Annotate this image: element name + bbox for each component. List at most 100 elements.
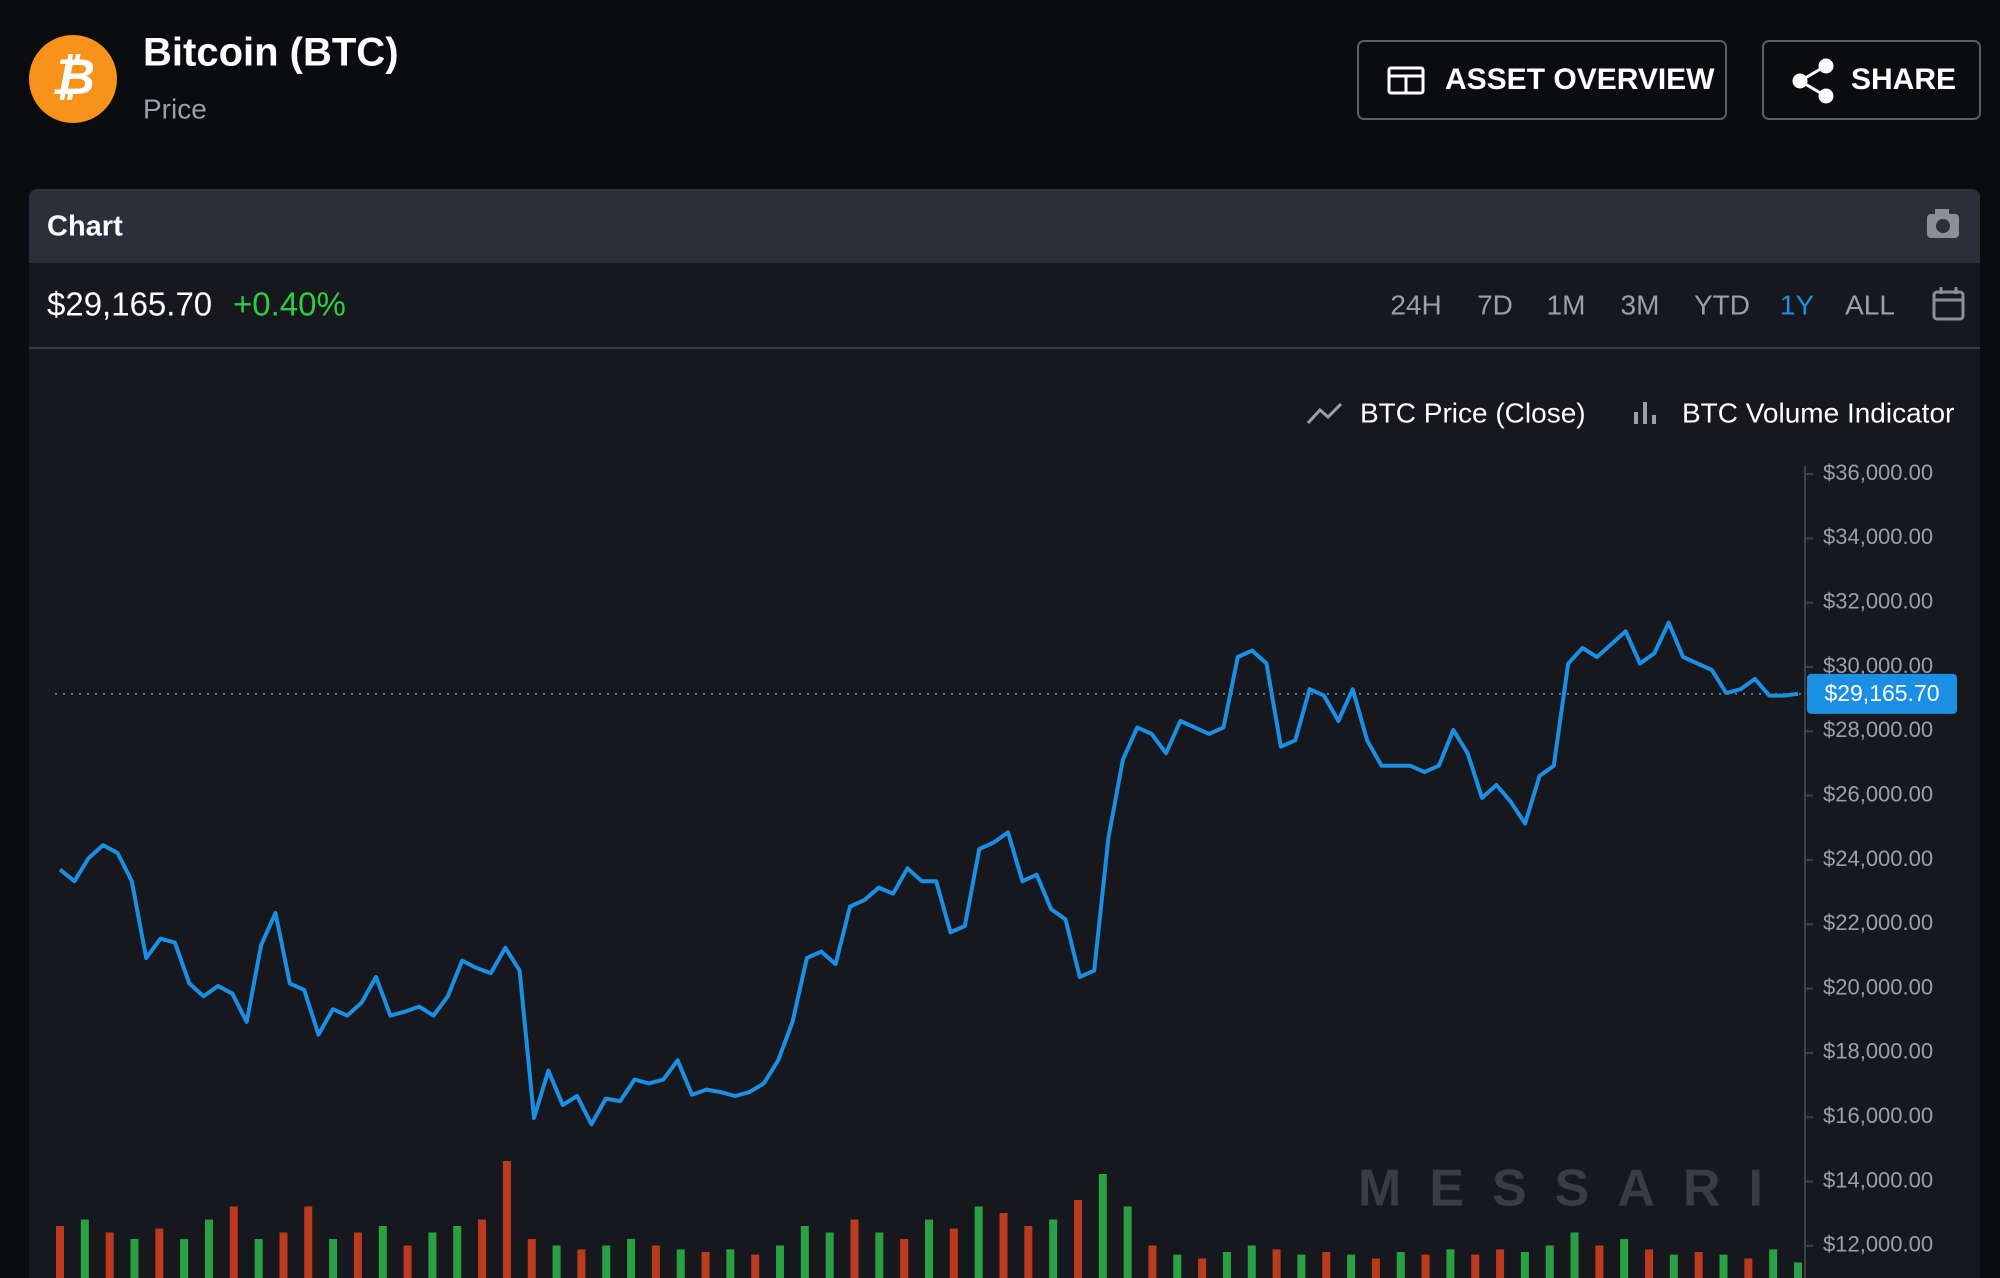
- volume-bar: [1148, 1245, 1157, 1278]
- share-button[interactable]: SHARE: [1762, 40, 1981, 120]
- volume-bar: [800, 1226, 809, 1278]
- range-button[interactable]: 7D: [1477, 289, 1513, 320]
- volume-bar: [651, 1245, 660, 1278]
- volume-bar: [1173, 1254, 1182, 1278]
- y-tick-label: $24,000.00: [1823, 846, 1933, 871]
- volume-bar: [403, 1245, 412, 1278]
- volume-bar: [279, 1232, 288, 1278]
- card-header: [29, 189, 1980, 263]
- volume-bar: [1669, 1254, 1678, 1278]
- card-title: Chart: [47, 211, 123, 243]
- volume-bar: [875, 1232, 884, 1278]
- volume-bar: [56, 1226, 64, 1278]
- volume-bar: [1272, 1249, 1281, 1278]
- legend-label: BTC Volume Indicator: [1682, 397, 1954, 428]
- range-button[interactable]: 24H: [1390, 289, 1441, 320]
- volume-bar: [627, 1239, 636, 1278]
- watermark: MESSARI: [1358, 1160, 1791, 1218]
- volume-bar: [1247, 1245, 1256, 1278]
- volume-bar: [304, 1206, 313, 1278]
- asset-subtitle: Price: [143, 93, 207, 124]
- volume-bar: [1297, 1254, 1306, 1278]
- volume-bar: [999, 1213, 1008, 1278]
- volume-bar: [1396, 1252, 1405, 1278]
- range-button[interactable]: ALL: [1845, 289, 1895, 320]
- volume-bar: [130, 1239, 139, 1278]
- volume-bar: [1123, 1206, 1132, 1278]
- volume-bar: [1570, 1232, 1579, 1278]
- volume-bar: [353, 1232, 362, 1278]
- volume-bar: [1595, 1245, 1604, 1278]
- price-line: [58, 620, 1799, 1127]
- plot-area: $12,000.00 $14,000.00 $16,000.00 $18,000.00…: [55, 460, 1957, 1278]
- volume-bar: [1222, 1252, 1231, 1278]
- volume-bar: [776, 1245, 785, 1278]
- last-value-badge: [1807, 673, 1957, 714]
- button-label: ASSET OVERVIEW: [1445, 63, 1715, 96]
- range-button[interactable]: 1M: [1547, 289, 1586, 320]
- volume-bar: [1769, 1249, 1778, 1278]
- screenshot-button[interactable]: [1927, 209, 1959, 238]
- range-button[interactable]: 1Y: [1780, 289, 1815, 320]
- volume-bar: [180, 1239, 189, 1278]
- range-button[interactable]: 3M: [1621, 289, 1660, 320]
- y-tick-label: $28,000.00: [1823, 717, 1933, 742]
- volume-bar: [1694, 1252, 1703, 1278]
- volume-bar: [552, 1245, 561, 1278]
- legend-item[interactable]: BTC Price (Close): [1306, 397, 1586, 428]
- y-tick-label: $22,000.00: [1823, 910, 1933, 935]
- range-selector: 24H 7D 1M 3M YTD 1Y ALL: [1390, 289, 1895, 320]
- asset-overview-button[interactable]: ASSET OVERVIEW: [1357, 40, 1727, 120]
- volume-bar: [105, 1232, 114, 1278]
- button-border: [1762, 40, 1981, 120]
- current-price: $29,165.70: [47, 286, 212, 323]
- volume-bar: [453, 1226, 462, 1278]
- volume-bar: [1371, 1258, 1380, 1278]
- y-tick-label: $34,000.00: [1823, 524, 1933, 549]
- volume-bar: [329, 1239, 338, 1278]
- legend-label: BTC Price (Close): [1360, 397, 1586, 428]
- volume-bar: [1744, 1258, 1753, 1278]
- volume-bar: [1620, 1239, 1629, 1278]
- legend-item[interactable]: BTC Volume Indicator: [1634, 397, 1954, 428]
- camera-icon: [1936, 219, 1950, 233]
- volume-bar: [1496, 1249, 1505, 1278]
- calendar-button[interactable]: [1932, 287, 1965, 321]
- y-tick-label: $30,000.00: [1823, 653, 1933, 678]
- volume-bar: [1421, 1254, 1430, 1278]
- volume-bar: [229, 1206, 238, 1278]
- last-value-label: $29,165.70: [1824, 680, 1939, 706]
- volume-bar: [825, 1232, 834, 1278]
- volume-bar: [577, 1249, 586, 1278]
- y-tick-label: $16,000.00: [1823, 1103, 1933, 1128]
- volume-bar: [1347, 1254, 1356, 1278]
- volume-bar: [974, 1206, 983, 1278]
- volume-bar: [1073, 1200, 1082, 1278]
- y-tick-label: $26,000.00: [1823, 781, 1933, 806]
- y-tick-label: $18,000.00: [1823, 1039, 1933, 1064]
- volume-bar: [850, 1219, 859, 1278]
- y-tick-label: $14,000.00: [1823, 1167, 1933, 1192]
- volume-bar: [676, 1249, 685, 1278]
- volume-bar: [900, 1239, 909, 1278]
- volume-bar: [1471, 1254, 1480, 1278]
- volume-bar: [1446, 1249, 1455, 1278]
- volume-bar: [925, 1219, 933, 1278]
- volume-bar: [1049, 1219, 1058, 1278]
- volume-bar: [80, 1219, 89, 1278]
- volume-bar: [949, 1228, 958, 1278]
- volume-bar: [602, 1245, 611, 1278]
- volume-bar: [478, 1219, 487, 1278]
- bitcoin-symbol: ₿: [51, 49, 95, 105]
- y-tick-label: $20,000.00: [1823, 974, 1933, 999]
- volume-bar: [701, 1252, 710, 1278]
- chart-card: [29, 189, 1980, 1278]
- range-button[interactable]: YTD: [1694, 289, 1750, 320]
- volume-bar: [1719, 1254, 1728, 1278]
- volume-bar: [726, 1249, 735, 1278]
- calendar-icon: [1932, 290, 1965, 321]
- y-tick-label: $32,000.00: [1823, 588, 1933, 613]
- volume-bar: [502, 1161, 511, 1278]
